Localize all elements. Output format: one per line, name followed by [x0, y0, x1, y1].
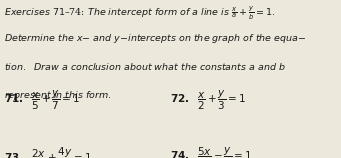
Text: $\mathbf{74.}\ \ \dfrac{5x}{6}-\dfrac{y}{2}=1$: $\mathbf{74.}\ \ \dfrac{5x}{6}-\dfrac{y}… [170, 145, 253, 158]
Text: $\mathbf{72.}\ \ \dfrac{x}{2}+\dfrac{y}{3}=1$: $\mathbf{72.}\ \ \dfrac{x}{2}+\dfrac{y}{… [170, 88, 247, 112]
Text: $\mathit{Determine\ the\ x\mathrm{-}\ and\ y\mathrm{-}intercepts\ on\ the\ graph: $\mathit{Determine\ the\ x\mathrm{-}\ an… [4, 32, 307, 45]
Text: $\mathit{Exercises\ 71}$–74: $\mathit{The\ }$$\mathbf{\mathit{intercept\ form\ o: $\mathit{Exercises\ 71}$–74: $\mathit{Th… [4, 4, 276, 22]
Text: $\mathbf{73.}\ \ \dfrac{2x}{3}+\dfrac{4y}{5}=1$: $\mathbf{73.}\ \ \dfrac{2x}{3}+\dfrac{4y… [4, 145, 92, 158]
Text: $\mathit{represent\ in\ this\ form.}$: $\mathit{represent\ in\ this\ form.}$ [4, 89, 112, 102]
Text: $\mathbf{71.}\ \ \dfrac{x}{5}+\dfrac{y}{7}=1$: $\mathbf{71.}\ \ \dfrac{x}{5}+\dfrac{y}{… [4, 88, 80, 112]
Text: $\mathit{tion.\ \ Draw\ a\ conclusion\ about\ what\ the\ constants\ }$$\mathit{a: $\mathit{tion.\ \ Draw\ a\ conclusion\ a… [4, 61, 286, 72]
